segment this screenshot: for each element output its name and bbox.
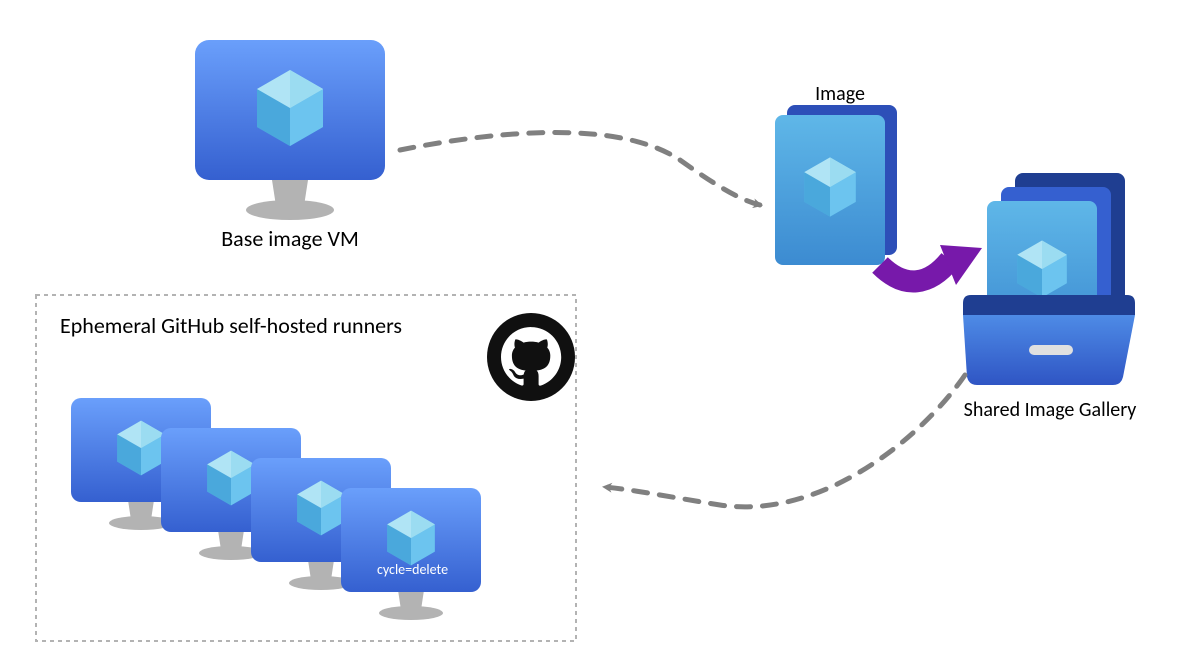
- arrow-basevm-to-image: [400, 133, 760, 206]
- gallery-label: Shared Image Gallery: [930, 398, 1170, 422]
- runner-icon-4: [341, 488, 481, 620]
- image-label: Image: [790, 82, 890, 106]
- runner-overlay-label: cycle=delete: [355, 561, 470, 578]
- gallery-icon: [963, 173, 1135, 385]
- base-vm-icon: [195, 40, 385, 220]
- arrow-gallery-to-runners: [605, 375, 965, 507]
- runners-box-label: Ephemeral GitHub self-hosted runners: [60, 312, 480, 339]
- github-icon: [487, 313, 575, 401]
- image-icon: [775, 105, 897, 265]
- base-vm-label: Base image VM: [180, 225, 400, 252]
